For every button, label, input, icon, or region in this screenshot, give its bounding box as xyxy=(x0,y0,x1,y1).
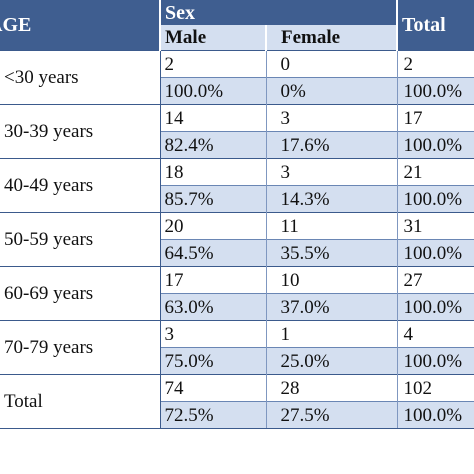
female-count-cell: 3 xyxy=(266,158,398,186)
total-percent-cell: 100.0% xyxy=(397,401,474,429)
total-percent-cell: 100.0% xyxy=(397,347,474,375)
female-count-cell: 3 xyxy=(266,104,398,132)
total-percent-cell: 100.0% xyxy=(397,239,474,267)
male-count-cell: 17 xyxy=(160,266,267,294)
male-count-cell: 2 xyxy=(160,50,267,78)
total-percent-cell: 100.0% xyxy=(397,293,474,321)
male-count-cell: 18 xyxy=(160,158,267,186)
male-percent-cell: 82.4% xyxy=(160,131,267,159)
table-row: Total 74 28 102 xyxy=(0,374,474,429)
male-percent-cell: 85.7% xyxy=(160,185,267,213)
total-header: Total xyxy=(397,0,474,51)
age-group-cell: 60-69 years xyxy=(0,266,161,321)
table-row: 60-69 years 17 10 27 xyxy=(0,266,474,321)
table-row: 100.0% 0% 100.0% xyxy=(0,77,474,105)
female-percent-cell: 35.5% xyxy=(266,239,398,267)
female-percent-cell: 25.0% xyxy=(266,347,398,375)
male-percent-cell: 75.0% xyxy=(160,347,267,375)
female-header: Female xyxy=(266,25,398,51)
male-percent-cell: 63.0% xyxy=(160,293,267,321)
header-row: AGE Sex Total xyxy=(0,0,474,51)
male-percent-cell: 72.5% xyxy=(160,401,267,429)
table-row: <30 years 2 0 2 xyxy=(0,50,474,105)
male-count-cell: 20 xyxy=(160,212,267,240)
subheader-row: Male Female xyxy=(0,25,474,51)
female-count-cell: 0 xyxy=(266,50,398,78)
female-percent-cell: 37.0% xyxy=(266,293,398,321)
male-percent-cell: 100.0% xyxy=(160,77,267,105)
table-row: 63.0% 37.0% 100.0% xyxy=(0,293,474,321)
total-count-cell: 2 xyxy=(397,50,474,78)
male-header: Male xyxy=(160,25,267,51)
age-group-cell: <30 years xyxy=(0,50,161,105)
table-body: <30 years 2 0 2 100.0% 0% 100.0% 30-39 years 14 3… xyxy=(0,50,474,429)
total-percent-cell: 100.0% xyxy=(397,185,474,213)
female-count-cell: 10 xyxy=(266,266,398,294)
female-percent-cell: 14.3% xyxy=(266,185,398,213)
female-count-cell: 11 xyxy=(266,212,398,240)
female-percent-cell: 27.5% xyxy=(266,401,398,429)
age-header: AGE xyxy=(0,0,161,51)
total-percent-cell: 100.0% xyxy=(397,77,474,105)
table-row: 70-79 years 3 1 4 xyxy=(0,320,474,375)
sex-header: Sex xyxy=(160,0,398,25)
table-row: 64.5% 35.5% 100.0% xyxy=(0,239,474,267)
table-row: 85.7% 14.3% 100.0% xyxy=(0,185,474,213)
table-row: 50-59 years 20 11 31 xyxy=(0,212,474,267)
table-row: 82.4% 17.6% 100.0% xyxy=(0,131,474,159)
age-group-cell: 30-39 years xyxy=(0,104,161,159)
total-count-cell: 17 xyxy=(397,104,474,132)
age-group-cell: 40-49 years xyxy=(0,158,161,213)
age-group-cell: 50-59 years xyxy=(0,212,161,267)
age-sex-table: AGE Sex Total Male Female <30 years20210… xyxy=(0,0,474,429)
total-count-cell: 31 xyxy=(397,212,474,240)
female-percent-cell: 0% xyxy=(266,77,398,105)
table-row: 72.5% 27.5% 100.0% xyxy=(0,401,474,429)
male-percent-cell: 64.5% xyxy=(160,239,267,267)
age-group-cell: Total xyxy=(0,374,161,429)
total-count-cell: 27 xyxy=(397,266,474,294)
age-group-cell: 70-79 years xyxy=(0,320,161,375)
male-count-cell: 14 xyxy=(160,104,267,132)
total-count-cell: 4 xyxy=(397,320,474,348)
total-count-cell: 102 xyxy=(397,374,474,402)
table-row: 30-39 years 14 3 17 xyxy=(0,104,474,159)
female-count-cell: 28 xyxy=(266,374,398,402)
total-percent-cell: 100.0% xyxy=(397,131,474,159)
female-percent-cell: 17.6% xyxy=(266,131,398,159)
table-row: 75.0% 25.0% 100.0% xyxy=(0,347,474,375)
female-count-cell: 1 xyxy=(266,320,398,348)
male-count-cell: 3 xyxy=(160,320,267,348)
total-count-cell: 21 xyxy=(397,158,474,186)
table-row: 40-49 years 18 3 21 xyxy=(0,158,474,213)
male-count-cell: 74 xyxy=(160,374,267,402)
